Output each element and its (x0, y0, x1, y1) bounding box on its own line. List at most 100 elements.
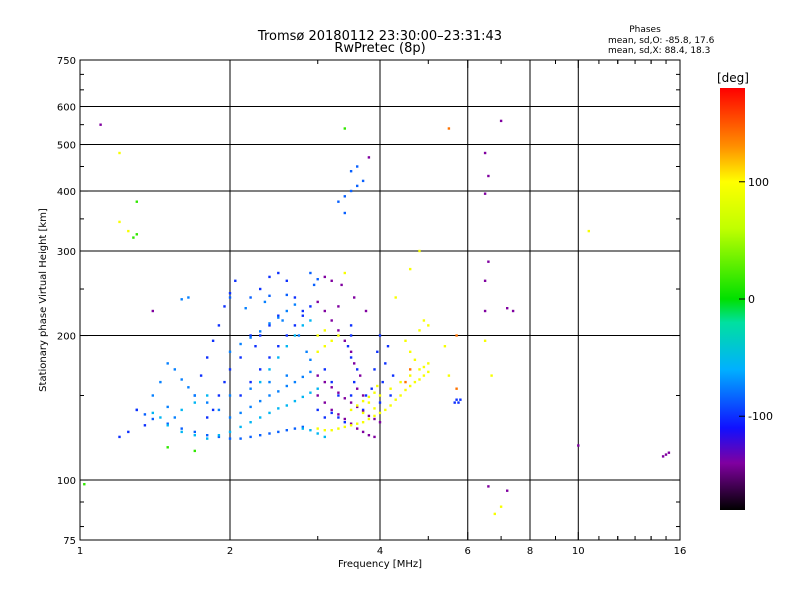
scatter-point (151, 417, 154, 421)
scatter-point (409, 267, 412, 271)
scatter-point (346, 345, 350, 348)
scatter-point (422, 365, 426, 369)
scatter-point (353, 362, 356, 365)
scatter-point (316, 408, 319, 412)
scatter-point (268, 356, 271, 359)
scatter-point (409, 368, 412, 371)
scatter-point (409, 374, 412, 377)
y-tick-label: 750 (57, 56, 76, 67)
scatter-point (293, 296, 297, 299)
scatter-point (394, 296, 397, 299)
scatter-point (217, 434, 221, 437)
scatter-point (356, 387, 359, 390)
scatter-point (228, 292, 232, 295)
scatter-point (343, 421, 346, 424)
scatter-point (316, 427, 319, 430)
y-tick-label: 500 (57, 141, 76, 152)
scatter-point (312, 283, 316, 287)
scatter-point (309, 271, 312, 275)
scatter-point (166, 446, 169, 449)
scatter-point (239, 425, 242, 429)
scatter-point (367, 417, 371, 421)
scatter-point (309, 305, 312, 308)
scatter-point (343, 271, 346, 275)
scatter-point (293, 303, 297, 306)
scatter-point (349, 408, 353, 412)
scatter-point (268, 294, 271, 297)
scatter-point (457, 401, 460, 404)
scatter-point (211, 408, 215, 412)
scatter-point (349, 356, 353, 359)
scatter-point (427, 370, 430, 374)
scatter-point (277, 271, 280, 275)
scatter-point (228, 430, 232, 434)
scatter-point (211, 339, 215, 342)
scatter-point (373, 391, 376, 394)
scatter-point (309, 391, 312, 394)
scatter-point (386, 345, 390, 348)
scatter-point (166, 424, 169, 427)
scatter-point (577, 444, 580, 447)
scatter-point (367, 414, 371, 418)
scatter-point (323, 329, 326, 332)
x-tick-label: 2 (227, 546, 233, 557)
scatter-point (173, 368, 176, 371)
scatter-point (316, 300, 319, 304)
scatter-point (316, 432, 319, 435)
scatter-point (277, 430, 280, 434)
scatter-point (364, 394, 368, 397)
scatter-point (239, 342, 242, 346)
scatter-point (166, 362, 169, 365)
scatter-point (378, 421, 382, 424)
scatter-point (127, 430, 130, 434)
scatter-point (323, 429, 326, 432)
scatter-point (330, 429, 333, 432)
scatter-point (359, 374, 362, 377)
scatter-point (343, 339, 346, 342)
scatter-point (376, 350, 379, 353)
scatter-point (483, 151, 487, 155)
scatter-point (316, 334, 319, 337)
scatter-point (268, 368, 271, 371)
scatter-point (309, 358, 312, 361)
scatter-point (413, 380, 417, 384)
scatter-point (259, 434, 262, 437)
scatter-point (301, 324, 304, 327)
scatter-point (343, 195, 346, 198)
scatter-point (309, 319, 312, 322)
colorbar-label: [deg] (717, 71, 749, 85)
scatter-point (361, 411, 365, 415)
scatter-point (228, 416, 232, 419)
scatter-point (404, 388, 407, 392)
scatter-point (277, 407, 280, 410)
x-tick-label: 8 (527, 546, 533, 557)
scatter-point (356, 165, 359, 168)
scatter-point (281, 319, 284, 322)
scatter-point (151, 394, 154, 397)
scatter-point (343, 417, 346, 421)
scatter-point (353, 380, 356, 384)
scatter-point (309, 429, 312, 432)
scatter-point (301, 425, 304, 429)
scatter-point (118, 435, 121, 439)
scatter-point (143, 424, 147, 427)
colorbar-tick-label: -100 (748, 410, 773, 423)
scatter-point (293, 427, 297, 430)
scatter-point (316, 387, 319, 390)
scatter-point (404, 380, 407, 384)
scatter-point (268, 322, 271, 325)
scatter-point (361, 410, 365, 413)
x-tick-label: 6 (465, 546, 471, 557)
scatter-point (349, 401, 353, 404)
scatter-point (487, 174, 490, 178)
y-tick-label: 400 (57, 187, 76, 198)
scatter-point (453, 401, 456, 404)
scatter-point (443, 345, 447, 348)
scatter-point (285, 429, 288, 432)
scatter-point (459, 398, 462, 401)
scatter-point (259, 287, 262, 291)
scatter-point (268, 275, 271, 279)
scatter-point (151, 411, 154, 415)
scatter-point (337, 416, 340, 419)
scatter-point (180, 430, 183, 434)
